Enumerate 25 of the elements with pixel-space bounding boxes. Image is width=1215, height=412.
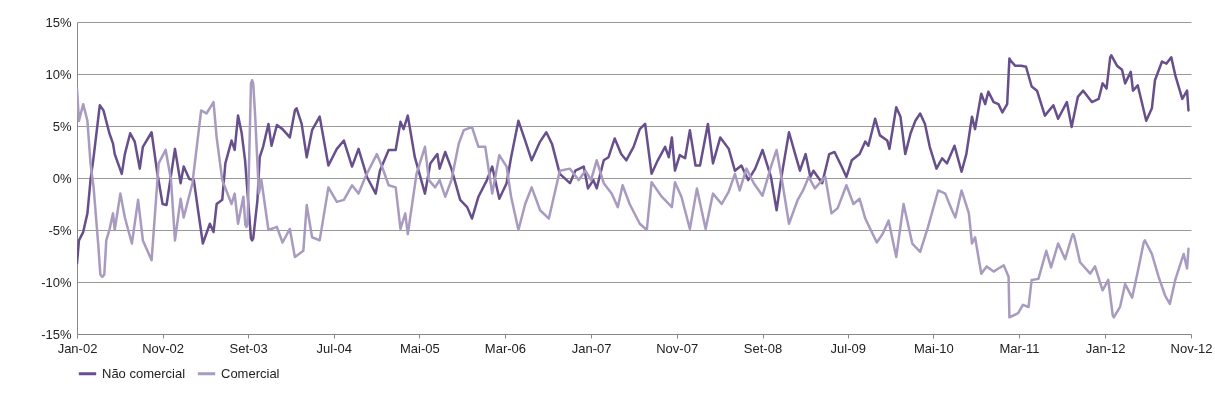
x-tick-label: Jul-09 bbox=[830, 340, 867, 356]
line-series bbox=[77, 78, 1190, 319]
x-tick-label: Nov-12 bbox=[1170, 340, 1213, 356]
y-tick-label: -10% bbox=[41, 274, 72, 290]
x-tick-label: Set-08 bbox=[743, 340, 783, 356]
x-tick-label: Mar-11 bbox=[999, 340, 1040, 356]
y-tick-label: 0% bbox=[52, 170, 72, 186]
y-tick-label: -5% bbox=[48, 222, 72, 238]
y-tick-label: -15% bbox=[41, 326, 72, 342]
x-tick-label: Mai-05 bbox=[399, 340, 440, 356]
x-tick-label: Nov-02 bbox=[142, 340, 185, 356]
x-tick-label: Set-03 bbox=[229, 340, 268, 356]
x-tick-label: Mai-10 bbox=[914, 340, 954, 356]
x-tick-label: Mar-06 bbox=[484, 340, 527, 356]
y-tick-label: 5% bbox=[52, 118, 72, 134]
line-series bbox=[77, 54, 1190, 265]
x-tick-label: Nov-07 bbox=[656, 340, 699, 356]
x-tick-label: Jan-07 bbox=[571, 340, 612, 356]
y-tick-label: 10% bbox=[45, 66, 72, 82]
x-tick-label: Jul-04 bbox=[316, 340, 352, 356]
x-tick-label: Jan-02 bbox=[57, 340, 98, 356]
y-tick-label: 15% bbox=[45, 14, 72, 30]
legend-label: Não comercial bbox=[102, 365, 186, 381]
legend-label: Comercial bbox=[221, 365, 280, 381]
x-tick-label: Jan-12 bbox=[1085, 340, 1126, 356]
